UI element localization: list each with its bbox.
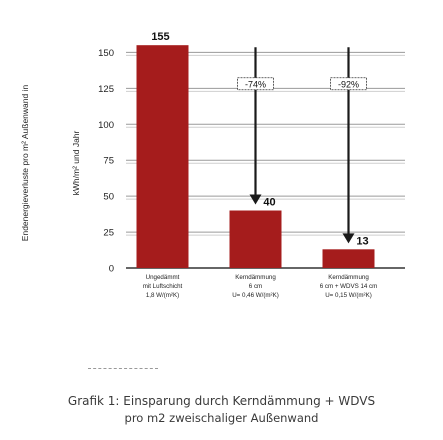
- category-label: Kerndämmung: [235, 274, 276, 281]
- data-labels: 155 40 13: [151, 31, 368, 247]
- chart: 0 25 50 75 100 125 150 155 40 13 -74% -92% Ungedä…: [98, 31, 405, 299]
- category-label: 6 cm + WDVS 14 cm: [320, 283, 378, 290]
- reduction-arrows: -74% -92%: [237, 47, 367, 244]
- category-label: 1,8 W/(m²K): [146, 292, 179, 299]
- category-label: U= 0,15 W/(m²K): [325, 292, 372, 299]
- category-labels: Ungedämmt mit Luftschicht 1,8 W/(m²K) Kernd…: [143, 274, 378, 299]
- reduction-badge: [237, 77, 274, 91]
- divider: [88, 368, 158, 369]
- caption-line-1: Grafik 1: Einsparung durch Kerndämmung +…: [67, 394, 376, 408]
- y-tick-label: 75: [103, 156, 114, 167]
- y-tick-label: 100: [98, 120, 114, 131]
- data-label: 40: [263, 197, 275, 209]
- reduction-arrow-head: [342, 233, 355, 244]
- y-tick-label: 0: [109, 264, 114, 275]
- y-tick-label: 125: [98, 84, 114, 95]
- reduction-arrow-head: [249, 194, 262, 205]
- bar: [229, 210, 282, 268]
- data-label: 13: [356, 235, 368, 247]
- caption-line-2: pro m2 zweischaliger Außenwand: [124, 411, 319, 425]
- reduction-percent: -74%: [245, 79, 266, 89]
- y-tick-label: 150: [98, 48, 114, 59]
- y-tick-label: 25: [103, 228, 114, 239]
- reduction-badge: [330, 77, 367, 91]
- data-label: 155: [151, 31, 169, 43]
- bar: [322, 249, 375, 268]
- category-label: U= 0,46 W/(m²K): [232, 292, 279, 299]
- category-label: 6 cm: [249, 283, 262, 290]
- caption: Grafik 1: Einsparung durch Kerndämmung +…: [0, 392, 443, 427]
- category-label: Kerndämmung: [328, 274, 369, 281]
- reduction-percent: -92%: [338, 79, 359, 89]
- y-axis-label: Endenergieverluste pro m² Außenwand in: [20, 84, 30, 242]
- y-tick-label: 50: [103, 192, 114, 203]
- category-label: Ungedämmt: [146, 274, 180, 281]
- bar: [136, 45, 189, 268]
- y-axis-unit: kWh/m² und Jahr: [71, 130, 81, 196]
- y-tick-labels: 0 25 50 75 100 125 150: [98, 48, 114, 275]
- bars: [136, 45, 375, 268]
- category-label: mit Luftschicht: [143, 283, 183, 290]
